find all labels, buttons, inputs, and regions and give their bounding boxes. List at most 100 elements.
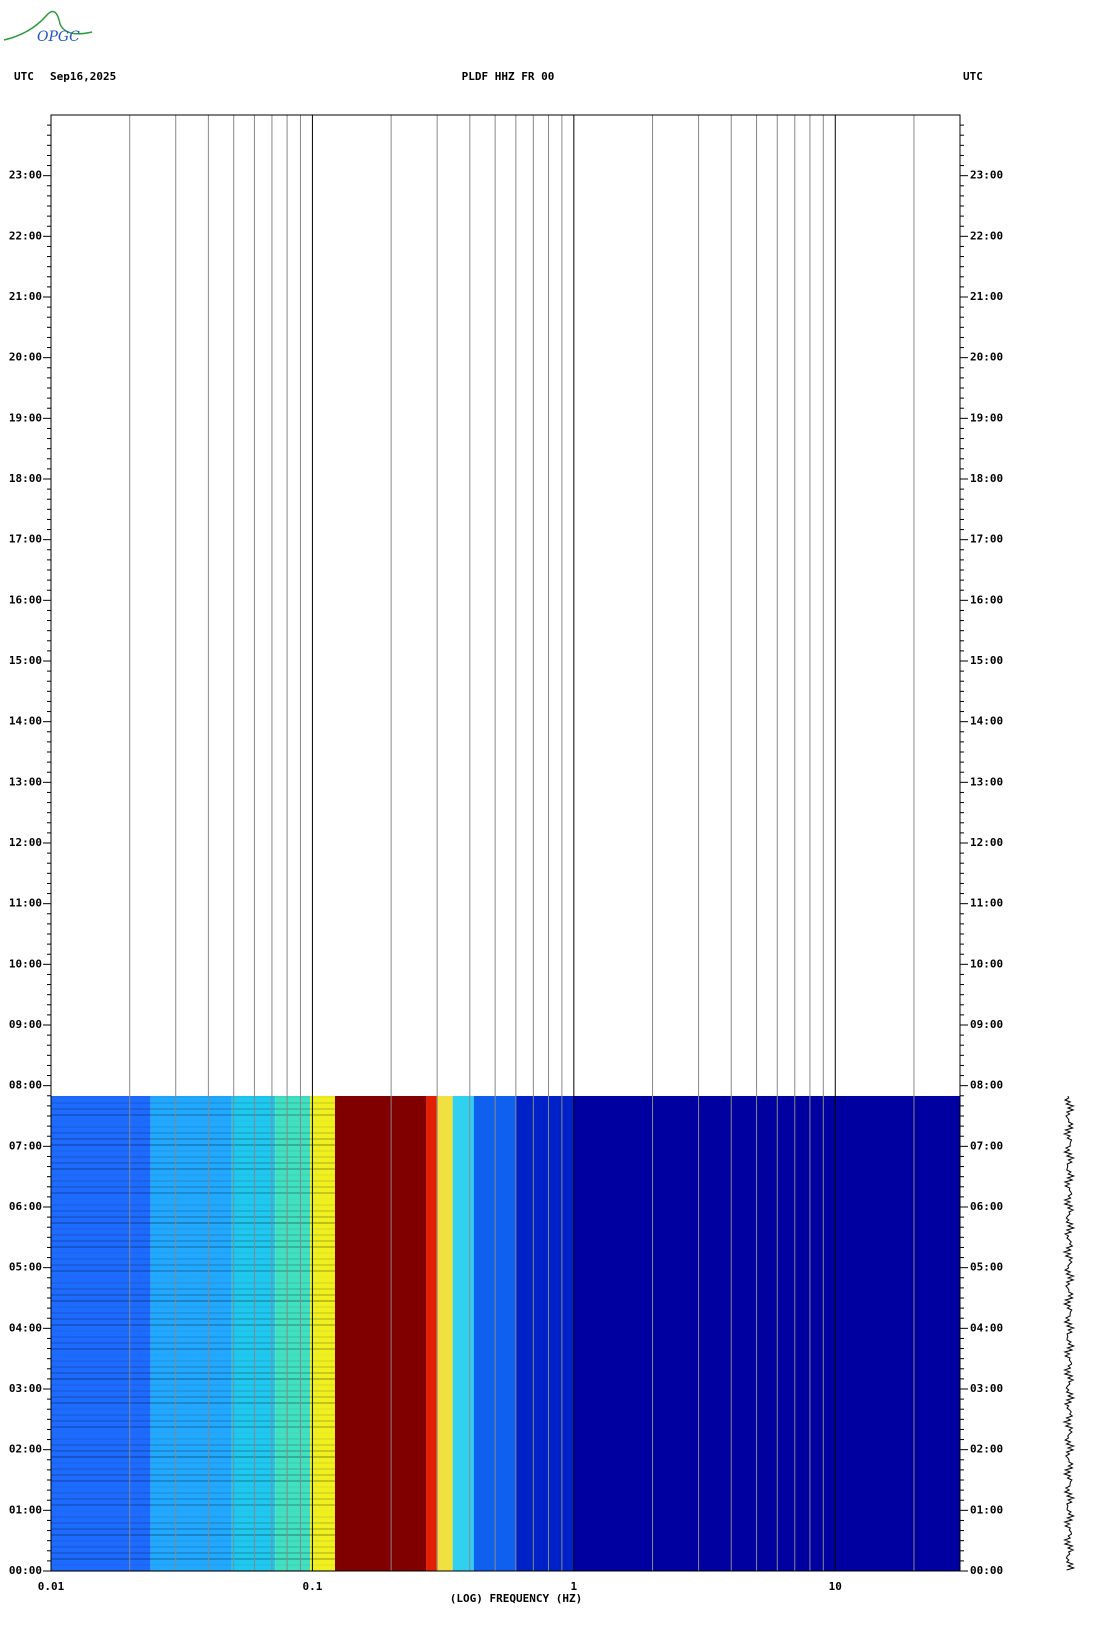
texture-stripe [51,1299,335,1302]
texture-stripe [51,1545,335,1548]
y-tick-label: 11:00 [9,897,42,910]
y-tick-label: 03:00 [970,1382,1003,1395]
spectrogram-band [150,1095,232,1571]
y-tick-label: 11:00 [970,897,1003,910]
texture-stripe [51,1167,335,1170]
y-tick-label: 23:00 [9,169,42,182]
texture-stripe [51,1155,335,1158]
texture-stripe [51,1365,335,1368]
texture-stripe [51,1461,335,1464]
texture-stripe [51,1191,335,1194]
texture-stripe [51,1455,335,1458]
texture-stripe [51,1221,335,1224]
texture-stripe [51,1179,335,1182]
y-tick-label: 06:00 [970,1200,1003,1213]
texture-stripe [51,1149,335,1152]
texture-stripe [51,1419,335,1422]
logo-curve [3,10,93,41]
texture-stripe [51,1413,335,1416]
spectrogram-band [515,1095,574,1571]
y-tick-label: 14:00 [9,715,42,728]
y-tick-label: 17:00 [970,533,1003,546]
texture-stripe [51,1425,335,1428]
texture-stripe [51,1539,335,1542]
texture-stripe [51,1473,335,1476]
texture-stripe [51,1486,335,1488]
date: Sep16,2025 [50,70,116,83]
texture-stripe [51,1449,335,1452]
texture-stripe [51,1113,335,1116]
texture-stripe [51,1317,335,1320]
y-tick-label: 19:00 [970,411,1003,424]
texture-stripe [51,1341,335,1344]
texture-stripe [51,1335,335,1338]
texture-stripe [51,1443,335,1446]
texture-stripe [51,1287,335,1290]
texture-stripe [51,1330,335,1332]
texture-stripe [51,1497,335,1500]
chart-title: PLDF HHZ FR 00 [462,70,555,83]
texture-stripe [51,1096,335,1098]
texture-stripe [51,1276,335,1278]
y-tick-label: 12:00 [970,836,1003,849]
y-tick-label: 05:00 [970,1261,1003,1274]
texture-stripe [51,1137,335,1140]
texture-stripe [51,1239,335,1242]
spectrogram-band [426,1095,437,1571]
y-tick-label: 20:00 [9,351,42,364]
texture-stripe [51,1263,335,1266]
texture-stripe [51,1305,335,1308]
texture-stripe [51,1215,335,1218]
y-tick-label: 14:00 [970,715,1003,728]
logo: OPGC [37,29,80,45]
texture-stripe [51,1479,335,1482]
y-tick-label: 23:00 [970,169,1003,182]
x-tick-label: 0.01 [38,1580,65,1593]
x-tick-label: 0.1 [302,1580,322,1593]
y-tick-label: 01:00 [9,1503,42,1516]
x-tick-label: 1 [571,1580,578,1593]
texture-stripe [51,1161,335,1164]
texture-stripe [51,1131,335,1134]
y-tick-label: 01:00 [970,1503,1003,1516]
texture-stripe [51,1408,335,1410]
y-tick-label: 02:00 [970,1443,1003,1456]
y-tick-label: 15:00 [970,654,1003,667]
texture-stripe [51,1371,335,1374]
y-tick-label: 16:00 [9,593,42,606]
texture-stripe [51,1491,335,1494]
spectrogram-band [231,1095,276,1571]
y-tick-label: 22:00 [9,229,42,242]
texture-stripe [51,1227,335,1230]
y-tick-label: 03:00 [9,1382,42,1395]
y-tick-label: 19:00 [9,411,42,424]
time-zone-label: UTC [14,70,34,83]
texture-stripe [51,1252,335,1254]
texture-stripe [51,1209,335,1212]
texture-stripe [51,1107,335,1110]
texture-stripe [51,1120,335,1122]
y-tick-label: 08:00 [9,1079,42,1092]
texture-stripe [51,1203,335,1206]
texture-stripe [51,1293,335,1296]
spectrogram-band [334,1095,427,1571]
texture-stripe [51,1551,335,1554]
spectrogram-band [275,1095,311,1571]
texture-stripe [51,1389,335,1392]
texture-stripe [51,1557,335,1560]
y-tick-label: 06:00 [9,1200,42,1213]
texture-stripe [51,1143,335,1146]
y-tick-label: 18:00 [9,472,42,485]
y-tick-label: 21:00 [9,290,42,303]
texture-stripe [51,1527,335,1530]
y-tick-label: 00:00 [9,1564,42,1577]
y-tick-label: 00:00 [970,1564,1003,1577]
texture-stripe [51,1377,335,1380]
texture-stripe [51,1521,335,1524]
y-tick-label: 10:00 [9,957,42,970]
x-axis-label: (LOG) FREQUENCY (HZ) [450,1592,582,1605]
texture-stripe [51,1510,335,1512]
spectrogram-band [436,1095,453,1571]
spectrogram-band [310,1095,335,1571]
time-zone-label: UTC [963,70,983,83]
